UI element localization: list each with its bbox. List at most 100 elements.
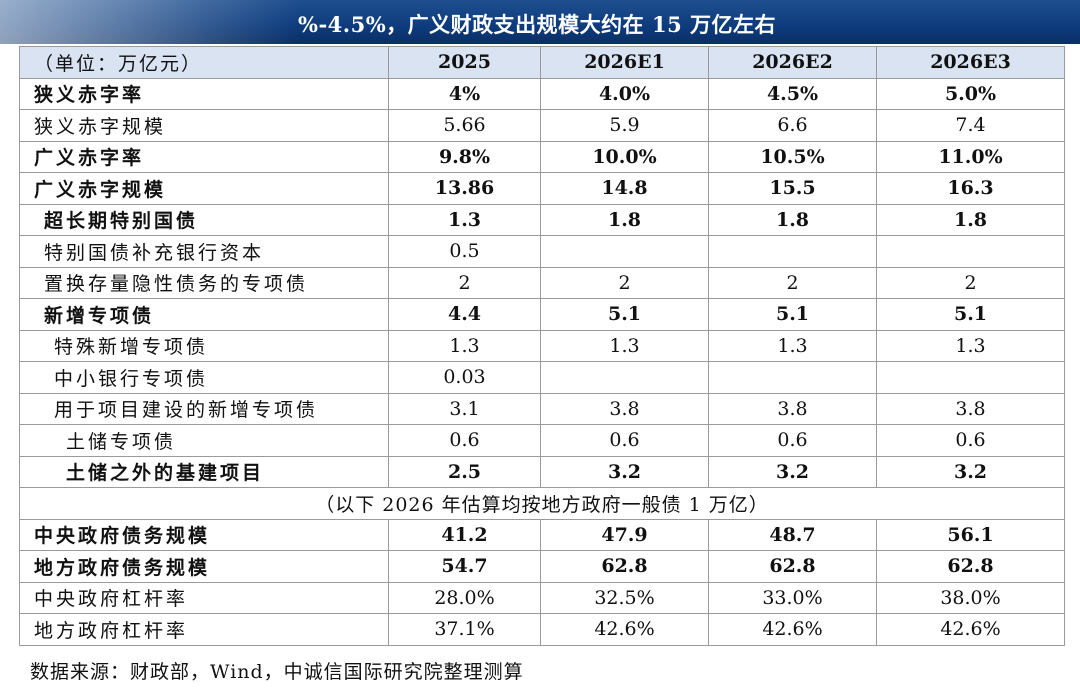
table-row: 用于项目建设的新增专项债 3.1 3.8 3.8 3.8 [19,392,1065,425]
table-cell: 2 [540,266,709,299]
column-header: 2026E1 [540,46,709,79]
row-label: 中央政府债务规模 [19,518,389,551]
table-cell: 5.9 [540,109,709,142]
table-row: 置换存量隐性债务的专项债 2 2 2 2 [19,266,1065,299]
row-label: 狭义赤字规模 [19,109,389,142]
row-label: 地方政府债务规模 [19,550,389,583]
column-header: 2025 [388,46,541,79]
table-cell [708,235,877,268]
table-cell: 28.0% [388,581,541,614]
table-cell: 0.6 [876,424,1065,457]
title-banner: %-4.5%，广义财政支出规模大约在 15 万亿左右 [0,0,1080,44]
table-cell: 11.0% [876,140,1065,173]
table-cell: 3.2 [708,455,877,488]
table-cell: 41.2 [388,518,541,551]
table-row: 土储专项债 0.6 0.6 0.6 0.6 [19,424,1065,457]
table-cell: 0.6 [388,424,541,457]
table-cell: 3.2 [876,455,1065,488]
table-cell [708,361,877,394]
table-row: 新增专项债 4.4 5.1 5.1 5.1 [19,298,1065,331]
table-cell: 3.2 [540,455,709,488]
table-cell [876,361,1065,394]
table-row: 狭义赤字规模 5.66 5.9 6.6 7.4 [19,109,1065,142]
table-row: 广义赤字规模 13.86 14.8 15.5 16.3 [19,172,1065,205]
table-cell: 32.5% [540,581,709,614]
table-row: 狭义赤字率 4% 4.0% 4.5% 5.0% [19,77,1065,110]
table-cell: 54.7 [388,550,541,583]
table-cell: 42.6% [708,613,877,646]
table-row: 地方政府债务规模 54.7 62.8 62.8 62.8 [19,550,1065,583]
table-cell: 1.8 [708,203,877,236]
row-label: 特殊新增专项债 [19,329,389,362]
table-cell: 3.1 [388,392,541,425]
row-label: 广义赤字规模 [19,172,389,205]
table-cell: 42.6% [876,613,1065,646]
note-row: （以下 2026 年估算均按地方政府一般债 1 万亿） [19,487,1065,520]
table-cell: 2 [708,266,877,299]
table-cell [876,235,1065,268]
table-cell: 14.8 [540,172,709,205]
table-cell: 33.0% [708,581,877,614]
table-cell: 10.5% [708,140,877,173]
table-cell: 47.9 [540,518,709,551]
column-header: 2026E3 [876,46,1065,79]
row-label: 用于项目建设的新增专项债 [19,392,389,425]
table-cell: 5.1 [876,298,1065,331]
table-cell: 1.3 [540,329,709,362]
fiscal-table: （单位：万亿元） 2025 2026E1 2026E2 2026E3 狭义赤字率… [19,46,1065,646]
row-label: 超长期特别国债 [19,203,389,236]
table-cell: 1.3 [388,329,541,362]
table-row: 地方政府杠杆率 37.1% 42.6% 42.6% 42.6% [19,613,1065,646]
table-cell: 0.6 [540,424,709,457]
table-cell: 10.0% [540,140,709,173]
table-cell: 4% [388,77,541,110]
table-cell: 7.4 [876,109,1065,142]
table-cell: 4.4 [388,298,541,331]
table-cell: 62.8 [540,550,709,583]
column-header: 2026E2 [708,46,877,79]
table-cell: 48.7 [708,518,877,551]
table-row: 中央政府债务规模 41.2 47.9 48.7 56.1 [19,518,1065,551]
table-row: 特殊新增专项债 1.3 1.3 1.3 1.3 [19,329,1065,362]
table-cell: 16.3 [876,172,1065,205]
row-label: 中小银行专项债 [19,361,389,394]
table-cell: 15.5 [708,172,877,205]
table-row: 中小银行专项债 0.03 [19,361,1065,394]
table-cell: 1.8 [540,203,709,236]
table-cell [540,235,709,268]
page-title: %-4.5%，广义财政支出规模大约在 15 万亿左右 [298,12,777,37]
table-cell: 0.6 [708,424,877,457]
table-cell: 5.1 [708,298,877,331]
row-label: 土储之外的基建项目 [19,455,389,488]
table-row: 超长期特别国债 1.3 1.8 1.8 1.8 [19,203,1065,236]
table-row: 特别国债补充银行资本 0.5 [19,235,1065,268]
table-cell: 3.8 [540,392,709,425]
row-label: 狭义赤字率 [19,77,389,110]
table-row: 广义赤字率 9.8% 10.0% 10.5% 11.0% [19,140,1065,173]
table-cell: 0.5 [388,235,541,268]
row-label: 中央政府杠杆率 [19,581,389,614]
table-cell: 1.3 [708,329,877,362]
row-label: 地方政府杠杆率 [19,613,389,646]
table-cell: 13.86 [388,172,541,205]
table-cell: 1.3 [388,203,541,236]
table-cell: 38.0% [876,581,1065,614]
unit-label: （单位：万亿元） [19,46,389,79]
table-cell: 5.66 [388,109,541,142]
table-cell: 1.8 [876,203,1065,236]
table-cell: 3.8 [708,392,877,425]
row-label: 新增专项债 [19,298,389,331]
table-header-row: （单位：万亿元） 2025 2026E1 2026E2 2026E3 [19,46,1065,79]
row-label: 特别国债补充银行资本 [19,235,389,268]
table-cell [540,361,709,394]
note-cell: （以下 2026 年估算均按地方政府一般债 1 万亿） [19,487,1065,520]
table-body-debt: 中央政府债务规模 41.2 47.9 48.7 56.1 地方政府债务规模 54.7 62.8… [19,518,1065,646]
table-cell: 5.0% [876,77,1065,110]
table-cell: 56.1 [876,518,1065,551]
table-row: 中央政府杠杆率 28.0% 32.5% 33.0% 38.0% [19,581,1065,614]
table-cell: 2 [876,266,1065,299]
table-cell: 37.1% [388,613,541,646]
table-body: 狭义赤字率 4% 4.0% 4.5% 5.0% 狭义赤字规模 5.66 5.9 6.6 7.4 广义… [19,77,1065,488]
table-cell: 42.6% [540,613,709,646]
table-cell: 5.1 [540,298,709,331]
